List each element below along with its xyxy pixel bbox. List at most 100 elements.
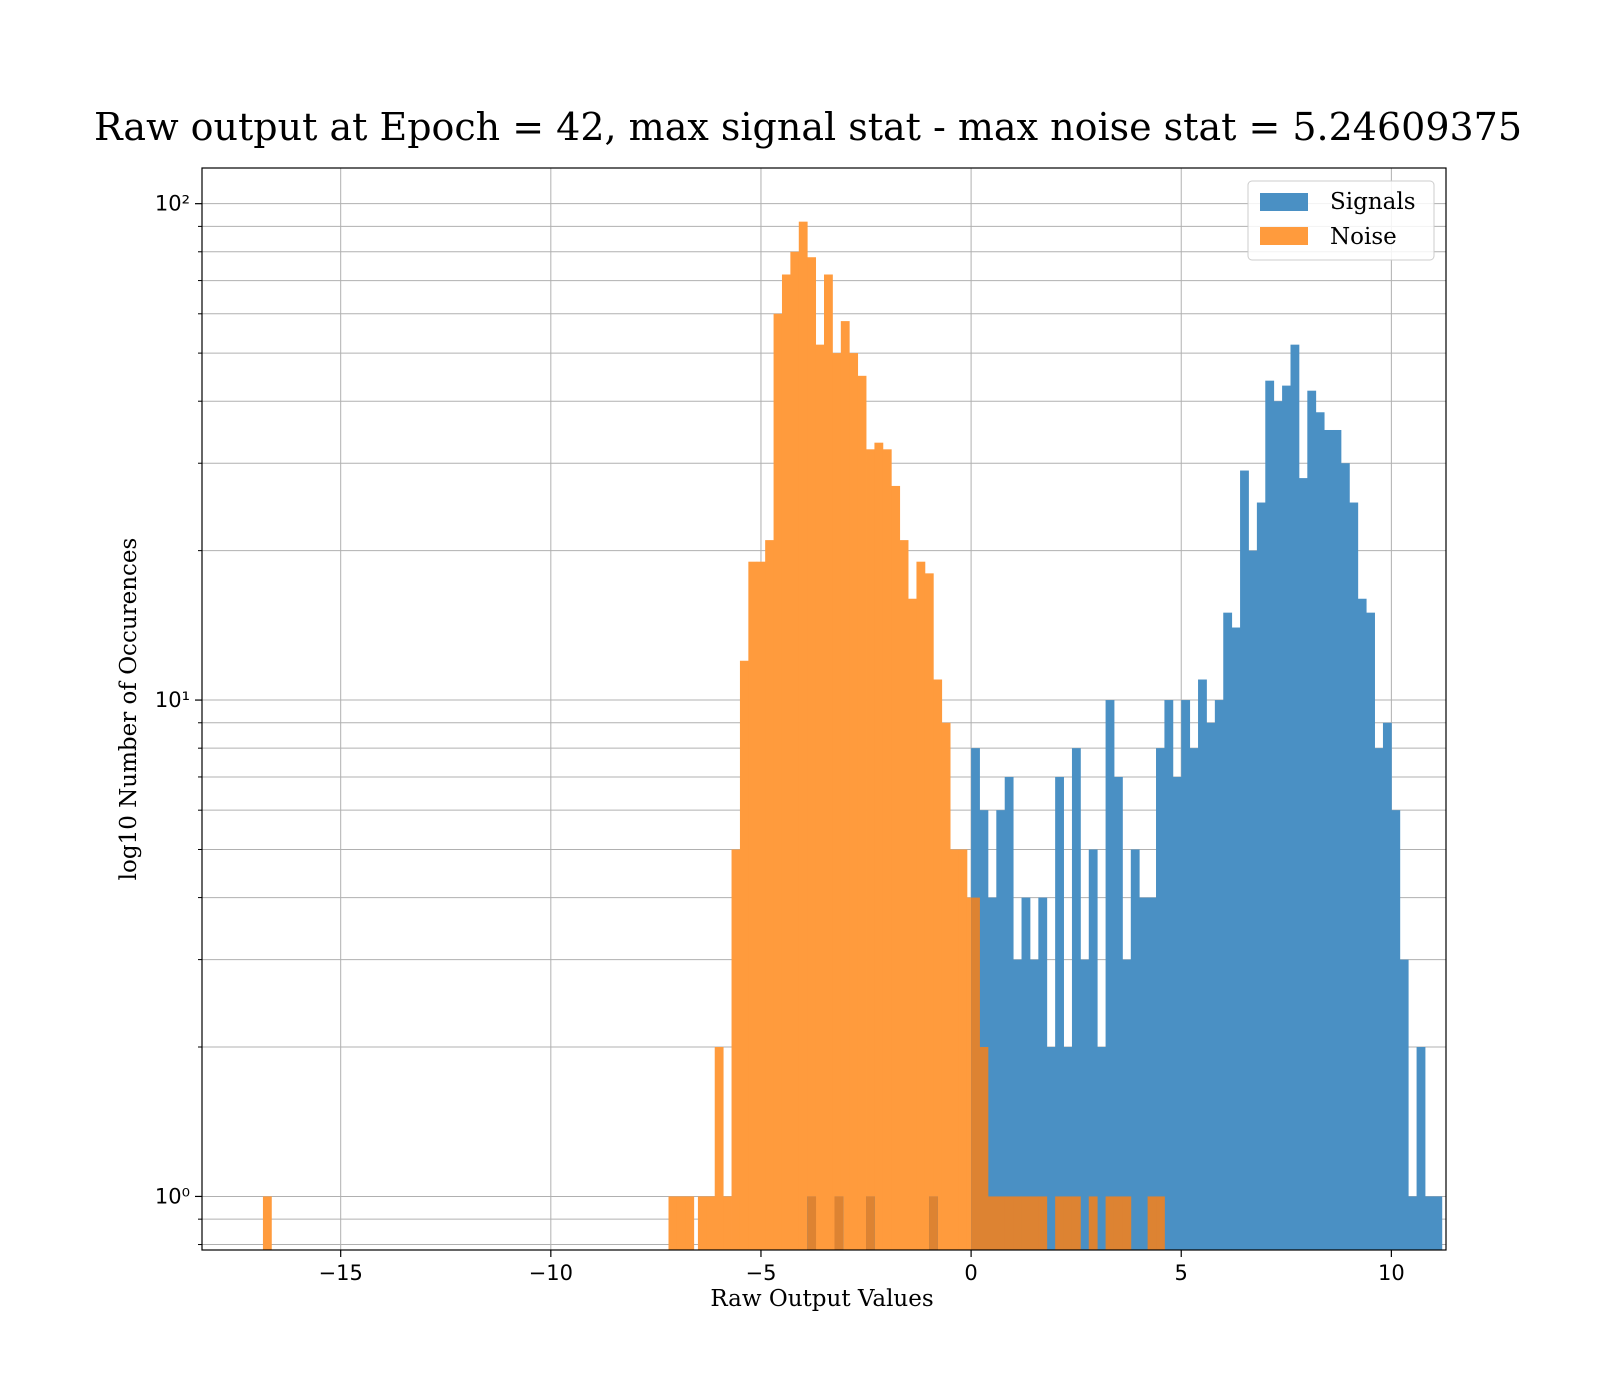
y-axis-label: log10 Number of Occurences <box>116 538 142 881</box>
noise-bar <box>668 1196 678 1250</box>
noise-bars <box>262 221 1165 1251</box>
overlap-bar <box>1063 1196 1073 1250</box>
signal-bar <box>1382 722 1392 1250</box>
signal-bar <box>1290 344 1300 1250</box>
overlap-bar <box>834 1196 844 1250</box>
noise-bar <box>899 540 909 1250</box>
noise-bar <box>958 849 968 1250</box>
noise-bar <box>815 344 825 1250</box>
signal-bar <box>1366 612 1375 1250</box>
signal-bar <box>1055 776 1064 1250</box>
x-tick-label: −10 <box>529 1261 573 1285</box>
plot-area: −15 −10 −5 0 5 10 10⁰ 10¹ 10² <box>155 167 1447 1285</box>
noise-bar <box>933 679 943 1250</box>
noise-bar <box>773 313 783 1250</box>
plot-frame <box>201 167 1447 1251</box>
signal-bar <box>1004 776 1014 1250</box>
noise-bar <box>882 449 892 1250</box>
signal-bar <box>1189 748 1199 1250</box>
legend-swatch-signals <box>1260 193 1308 211</box>
signal-bar <box>996 810 1006 1250</box>
noise-bar <box>756 561 766 1250</box>
chart-title: Raw output at Epoch = 42, max signal sta… <box>94 105 1522 149</box>
x-tick-label: 5 <box>1175 1261 1188 1285</box>
signal-bar <box>1408 1196 1418 1250</box>
x-axis-label: Raw Output Values <box>710 1286 933 1312</box>
noise-bar <box>950 849 959 1250</box>
overlap-bar <box>929 1196 938 1250</box>
signal-bar <box>1282 385 1291 1250</box>
overlap-bar <box>979 1047 989 1250</box>
signal-bar <box>1391 810 1401 1250</box>
y-tick-label: 10² <box>155 192 190 216</box>
noise-bar <box>714 1047 724 1250</box>
signal-bar <box>1130 849 1140 1250</box>
noise-bar <box>832 353 842 1250</box>
axis-ticks: −15 −10 −5 0 5 10 10⁰ 10¹ 10² <box>155 192 1405 1285</box>
noise-bar <box>723 1196 732 1250</box>
signal-bar <box>1223 612 1233 1250</box>
noise-bar <box>924 573 934 1250</box>
signal-bar <box>1139 897 1149 1250</box>
signal-bar <box>1088 849 1098 1250</box>
signal-bar <box>1374 748 1384 1250</box>
overlap-bar <box>1004 1196 1014 1250</box>
x-tick-label: −15 <box>319 1261 363 1285</box>
noise-bar <box>908 598 917 1250</box>
signal-bar <box>1307 390 1317 1250</box>
noise-bar <box>874 442 884 1250</box>
legend: Signals Noise <box>1247 180 1435 261</box>
noise-bar <box>739 660 749 1250</box>
signal-bar <box>1273 401 1283 1251</box>
noise-bar <box>824 274 833 1250</box>
signal-bar <box>1324 429 1333 1250</box>
overlap-bar <box>1071 1196 1081 1250</box>
noise-bar <box>731 849 741 1250</box>
signal-bar <box>1256 502 1266 1250</box>
noise-bar <box>798 221 808 1250</box>
signal-bar <box>1113 776 1123 1250</box>
overlap-bar <box>1013 1196 1022 1250</box>
x-tick-label: 10 <box>1378 1261 1405 1285</box>
signal-bar <box>1248 550 1258 1250</box>
overlap-bar <box>1021 1196 1031 1250</box>
overlap-bar <box>1147 1196 1157 1250</box>
x-tick-label: 0 <box>964 1261 977 1285</box>
noise-bar <box>697 1196 707 1250</box>
x-tick-label: −5 <box>745 1261 776 1285</box>
noise-bar <box>748 561 758 1250</box>
signal-bar <box>1332 429 1342 1250</box>
signal-bar <box>1340 463 1350 1250</box>
signal-bar <box>1105 700 1115 1250</box>
noise-bar <box>891 485 901 1251</box>
signal-bar <box>1399 959 1409 1250</box>
signal-bar <box>1424 1196 1434 1250</box>
noise-bar <box>807 257 817 1250</box>
overlap-bar <box>971 897 980 1250</box>
noise-bar <box>849 353 859 1250</box>
overlap-bar <box>996 1196 1006 1250</box>
overlap-bar <box>1156 1196 1165 1250</box>
signal-bar <box>1416 1047 1426 1250</box>
legend-label-signals: Signals <box>1330 189 1416 215</box>
signal-bar <box>1122 959 1132 1250</box>
overlap-bar <box>987 1196 997 1250</box>
noise-bar <box>262 1196 272 1250</box>
overlap-bar <box>1088 1196 1098 1250</box>
signal-bar <box>1038 897 1048 1250</box>
legend-swatch-noise <box>1260 227 1308 245</box>
signal-bar <box>979 810 989 1250</box>
overlap-bar <box>1113 1196 1123 1250</box>
noise-bar <box>866 449 875 1250</box>
signal-bar <box>1156 748 1165 1250</box>
signal-bar <box>1071 748 1081 1250</box>
signal-bar <box>1097 1047 1107 1250</box>
y-tick-label: 10¹ <box>155 688 190 712</box>
signal-bar <box>1198 679 1207 1250</box>
signal-bar <box>1080 959 1090 1250</box>
noise-bar <box>840 321 850 1250</box>
signal-bar <box>987 897 997 1250</box>
overlap-bar <box>807 1196 817 1250</box>
noise-bar <box>676 1196 686 1250</box>
